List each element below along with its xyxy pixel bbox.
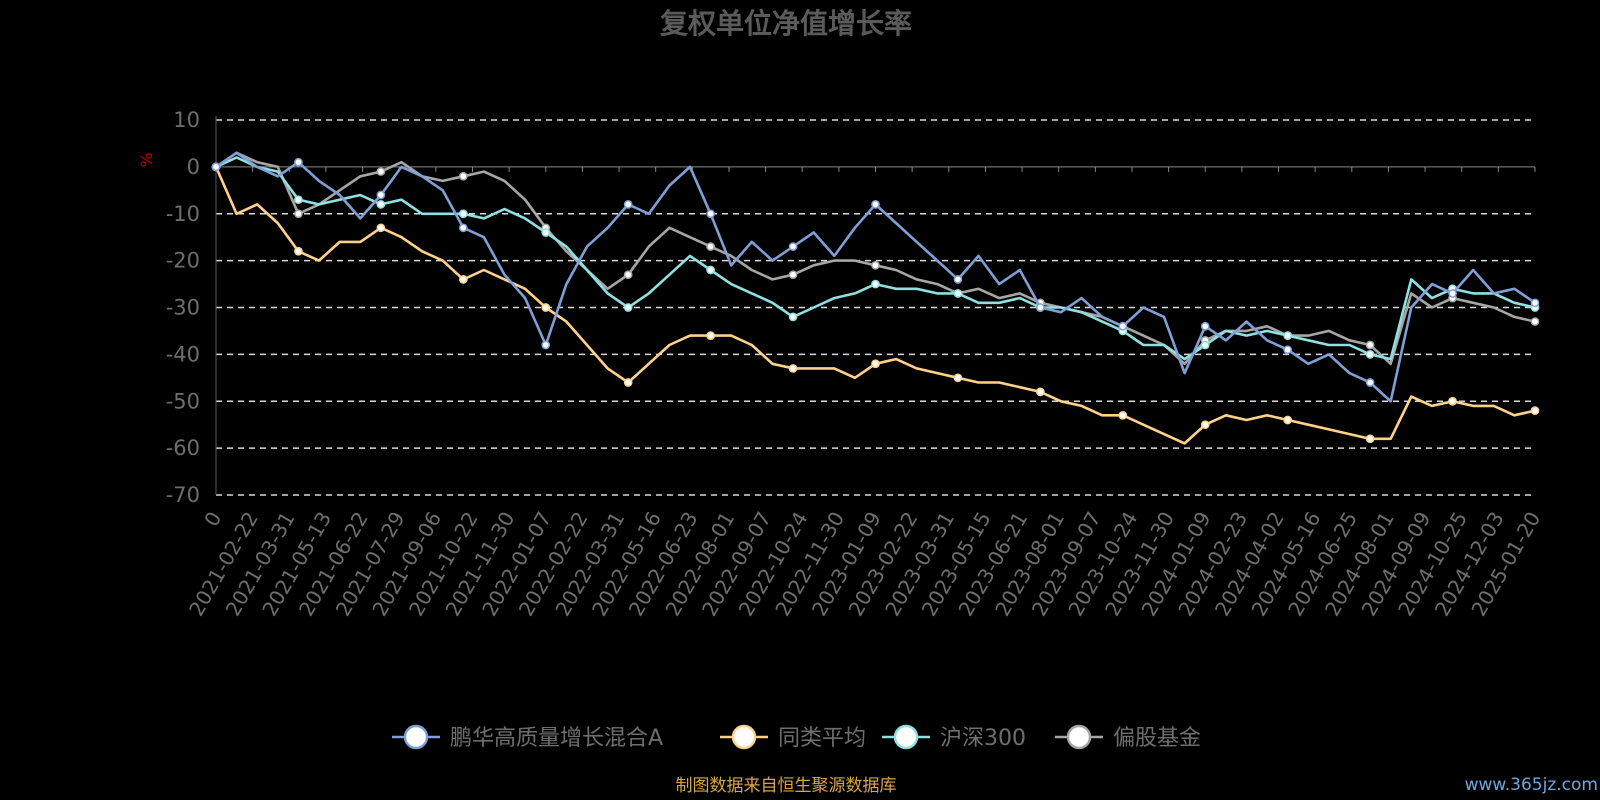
y-tick-label: -10	[166, 202, 200, 226]
legend-marker	[403, 724, 429, 750]
legend-marker	[731, 724, 757, 750]
data-point	[458, 275, 468, 284]
data-point	[706, 242, 715, 251]
data-point	[294, 209, 303, 219]
legend-marker	[893, 724, 919, 750]
y-tick-label: -30	[166, 296, 200, 320]
data-point	[211, 162, 221, 172]
data-point	[871, 260, 880, 270]
data-point	[541, 340, 551, 350]
data-point	[788, 312, 798, 322]
gridlines	[216, 119, 1535, 496]
legend-item[interactable]: 偏股基金	[1055, 724, 1201, 751]
data-point	[623, 378, 633, 387]
y-tick-labels: 10 0 -10 -20 -30 -40 -50 -60 -70	[166, 108, 200, 507]
y-tick-label: 10	[173, 108, 200, 132]
data-point	[1283, 345, 1293, 355]
data-point	[1283, 415, 1293, 425]
series-line	[215, 156, 1536, 361]
data-point	[1530, 406, 1540, 415]
legend-label: 鹏华高质量增长混合A	[450, 726, 663, 751]
y-tick-label: -60	[166, 436, 200, 460]
data-point	[1036, 387, 1045, 397]
data-point	[623, 303, 633, 312]
data-point	[1200, 420, 1210, 430]
data-point	[1036, 303, 1045, 312]
series-0	[211, 151, 1540, 403]
legend-marker	[1066, 724, 1092, 750]
data-point	[788, 270, 798, 280]
chart-title: 复权单位净值增长率	[660, 7, 912, 40]
data-point	[953, 289, 963, 298]
data-point	[953, 373, 963, 383]
data-point	[541, 228, 551, 237]
data-point	[1283, 331, 1293, 340]
data-point	[706, 209, 715, 219]
data-point	[788, 364, 798, 373]
data-point	[1530, 298, 1540, 308]
y-tick-label: -70	[166, 483, 200, 507]
y-tick-label: -50	[166, 389, 200, 413]
data-point	[871, 279, 880, 289]
data-point	[376, 167, 386, 176]
x-tick-label: 0	[199, 508, 226, 531]
legend-item[interactable]: 鹏华高质量增长混合A	[392, 724, 663, 751]
source-note: 制图数据来自恒生聚源数据库	[676, 776, 897, 796]
data-point	[458, 171, 468, 181]
data-point	[458, 209, 468, 219]
data-point	[458, 223, 468, 233]
legend-label: 沪深300	[940, 726, 1026, 751]
data-point	[541, 303, 551, 312]
data-point	[788, 242, 798, 251]
y-tick-label: 0	[187, 155, 200, 179]
data-point	[294, 195, 303, 205]
legend[interactable]: 鹏华高质量增长混合A 同类平均 沪深300 偏股基金	[392, 724, 1201, 751]
x-tick-labels: 02021-02-222021-03-312021-05-132021-06-2…	[184, 166, 1545, 620]
legend-label: 偏股基金	[1113, 726, 1201, 751]
data-point	[376, 200, 386, 209]
data-point	[953, 275, 963, 284]
legend-item[interactable]: 同类平均	[720, 724, 866, 751]
data-point	[1448, 289, 1457, 298]
y-axis-label: %	[137, 152, 156, 167]
data-point	[1365, 378, 1375, 387]
watermark: www.365jz.com	[1465, 775, 1598, 795]
data-point	[623, 270, 633, 280]
data-point	[1448, 396, 1457, 406]
data-point	[623, 200, 633, 209]
data-point	[1118, 321, 1128, 331]
series-2	[211, 156, 1540, 361]
data-point	[1365, 434, 1375, 444]
series-lines	[211, 151, 1540, 445]
legend-label: 同类平均	[778, 726, 866, 751]
data-point	[1365, 350, 1375, 359]
y-tick-label: -20	[166, 249, 200, 273]
data-point	[294, 157, 303, 167]
data-point	[871, 200, 880, 209]
data-point	[706, 331, 715, 340]
data-point	[1118, 410, 1128, 420]
series-3	[211, 151, 1540, 366]
data-point	[871, 359, 880, 369]
y-tick-label: -40	[166, 342, 200, 366]
series-line	[215, 151, 1536, 366]
data-point	[1530, 317, 1540, 326]
data-point	[1200, 340, 1210, 350]
data-point	[1365, 340, 1375, 350]
data-point	[376, 223, 386, 233]
data-point	[706, 265, 715, 275]
data-point	[1200, 321, 1210, 331]
data-point	[294, 246, 303, 256]
legend-item[interactable]: 沪深300	[882, 724, 1026, 751]
data-point	[376, 190, 386, 200]
